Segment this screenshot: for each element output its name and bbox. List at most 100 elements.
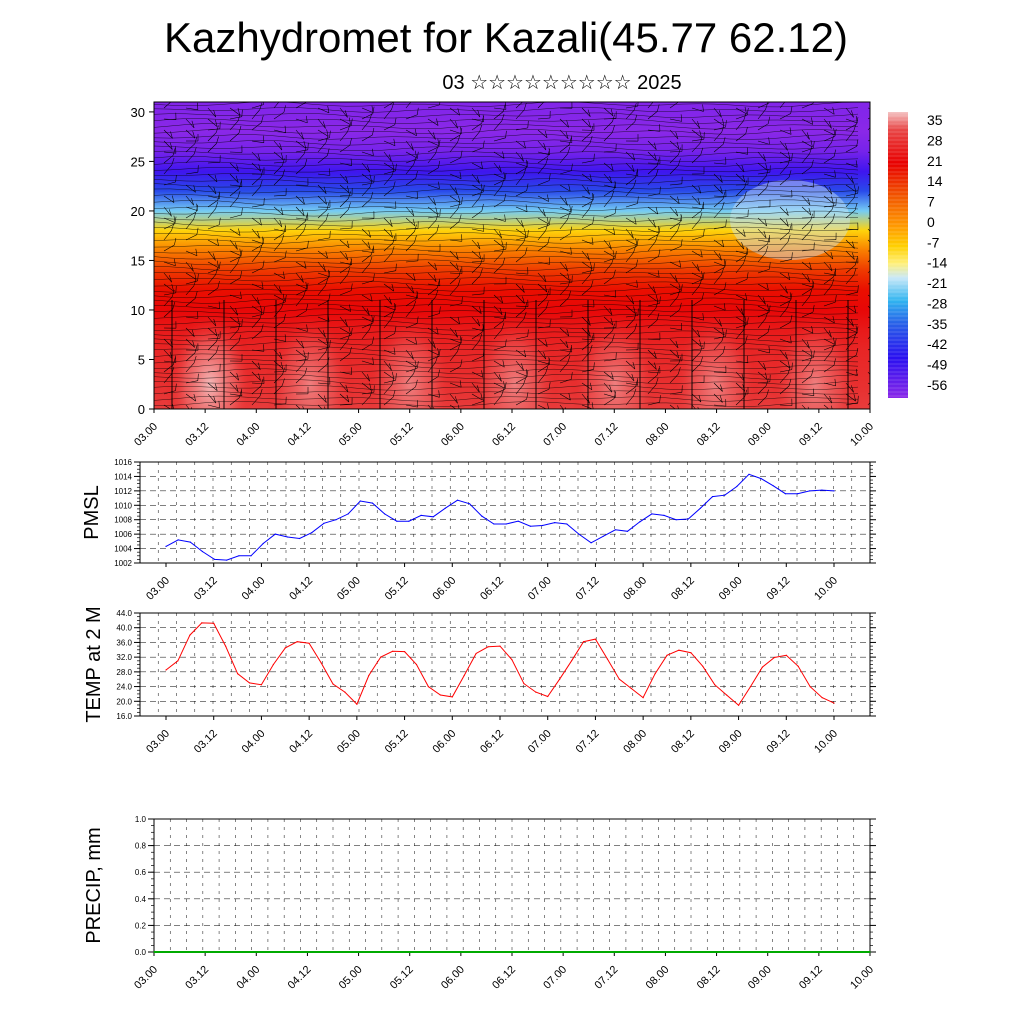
wind-barb bbox=[625, 330, 635, 340]
x-tick-label: 05.12 bbox=[383, 575, 411, 603]
wind-barb bbox=[603, 276, 614, 285]
wind-barb bbox=[207, 199, 218, 208]
wind-barb-flag bbox=[609, 176, 613, 184]
wind-barb bbox=[735, 316, 747, 324]
wind-barb-flag bbox=[175, 285, 177, 293]
wind-barb bbox=[669, 165, 679, 175]
wind-barb-flag bbox=[630, 231, 634, 239]
wind-barb-flag bbox=[807, 406, 809, 409]
x-tick-label: 07.12 bbox=[574, 728, 602, 756]
x-tick-label: 04.00 bbox=[240, 575, 268, 603]
data-point bbox=[833, 702, 835, 704]
wind-barb bbox=[405, 386, 416, 395]
wind-barb bbox=[515, 318, 525, 329]
wind-barb bbox=[779, 102, 786, 109]
x-tick-label: 10.00 bbox=[812, 575, 840, 603]
wind-barb-flag bbox=[192, 340, 195, 348]
wind-barb bbox=[691, 272, 703, 279]
wind-barb bbox=[691, 382, 705, 384]
x-tick-label: 03.00 bbox=[132, 964, 160, 992]
wind-barb-flag bbox=[877, 247, 879, 254]
wind-barb bbox=[207, 118, 218, 127]
wind-barb-flag bbox=[372, 148, 374, 156]
wind-barb bbox=[251, 176, 261, 186]
wind-barb-flag bbox=[725, 219, 727, 227]
wind-barb bbox=[603, 189, 615, 197]
wind-barb-flag bbox=[174, 216, 177, 224]
wind-barb bbox=[383, 124, 395, 131]
wind-barb bbox=[625, 217, 637, 225]
wind-barb-flag bbox=[345, 175, 349, 184]
wind-barb bbox=[669, 195, 680, 204]
wind-barb-flag bbox=[679, 302, 682, 310]
wind-barb bbox=[449, 173, 462, 179]
wind-barb-flag bbox=[345, 252, 349, 261]
wind-barb-flag bbox=[328, 269, 330, 277]
wind-barb-flag bbox=[326, 129, 329, 137]
wind-barb-flag bbox=[545, 223, 549, 231]
wind-barb bbox=[471, 382, 480, 393]
wind-barb bbox=[493, 137, 506, 142]
data-point bbox=[559, 678, 561, 680]
wind-barb bbox=[229, 214, 242, 219]
wind-barb bbox=[361, 198, 371, 208]
wind-barb bbox=[295, 221, 306, 230]
contour-line bbox=[154, 303, 859, 310]
wind-barb bbox=[273, 294, 285, 302]
wind-barb bbox=[625, 239, 638, 246]
data-point bbox=[664, 951, 667, 953]
wind-barb bbox=[185, 352, 196, 362]
data-point bbox=[439, 694, 441, 696]
wind-barb bbox=[735, 239, 745, 250]
wind-barb-flag bbox=[765, 372, 768, 380]
wind-barb-flag bbox=[700, 147, 704, 155]
wind-barb-flag bbox=[570, 205, 573, 214]
wind-barb bbox=[405, 373, 414, 384]
wind-barb bbox=[449, 366, 461, 373]
wind-barb bbox=[427, 153, 436, 164]
wind-barb-flag bbox=[765, 163, 768, 171]
data-point bbox=[547, 695, 549, 698]
wind-barb bbox=[405, 164, 414, 175]
wind-barb-flag bbox=[213, 318, 217, 327]
wind-barb bbox=[713, 173, 723, 183]
wind-barb-flag bbox=[612, 125, 615, 133]
wind-barb bbox=[361, 107, 374, 113]
wind-barb bbox=[405, 129, 417, 136]
wind-barb bbox=[603, 173, 613, 184]
wind-barb bbox=[471, 340, 480, 351]
wind-barb-flag bbox=[637, 378, 639, 386]
wind-barb bbox=[229, 116, 242, 120]
wind-barb-flag bbox=[721, 333, 725, 342]
wind-barb-flag bbox=[547, 236, 550, 244]
wind-barb-flag bbox=[524, 247, 528, 255]
y-tick-label: 0.4 bbox=[135, 895, 147, 904]
wind-barb-flag bbox=[503, 313, 506, 321]
wind-barb-flag bbox=[701, 271, 704, 279]
data-point bbox=[511, 659, 513, 661]
wind-barb-flag bbox=[613, 269, 616, 277]
wind-barb-flag bbox=[240, 270, 243, 278]
wind-barb-flag bbox=[656, 92, 658, 99]
wind-barb-flag bbox=[877, 382, 879, 389]
wind-barb bbox=[735, 107, 747, 115]
data-point bbox=[380, 656, 382, 658]
wind-barb-flag bbox=[366, 308, 370, 316]
contour-line bbox=[154, 357, 859, 364]
wind-barb bbox=[757, 239, 770, 243]
warm-core bbox=[470, 309, 560, 409]
wind-barb-flag bbox=[857, 285, 859, 293]
wind-barb bbox=[339, 353, 350, 362]
wind-barb bbox=[823, 173, 836, 178]
wind-barb-flag bbox=[237, 317, 240, 325]
data-point bbox=[590, 542, 592, 544]
wind-barb bbox=[251, 385, 262, 395]
data-point bbox=[736, 485, 738, 488]
wind-barb-flag bbox=[391, 371, 395, 379]
y-tick-label: 36.0 bbox=[116, 638, 132, 647]
wind-barb-flag bbox=[477, 319, 481, 327]
wind-barb-flag bbox=[879, 104, 880, 111]
wind-barb-flag bbox=[610, 108, 614, 116]
wind-barb bbox=[669, 261, 681, 268]
wind-barb-flag bbox=[257, 362, 261, 370]
